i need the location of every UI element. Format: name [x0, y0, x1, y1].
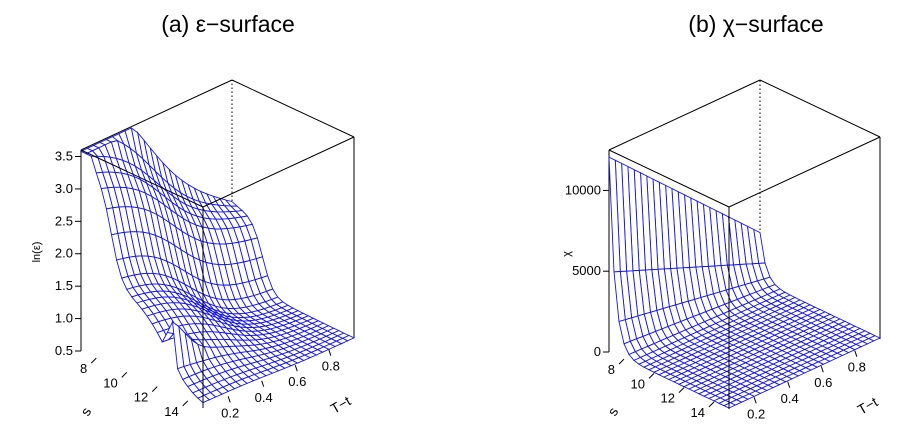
box-edge — [202, 136, 355, 208]
t-tick-label: 0.2 — [747, 406, 765, 421]
box-edge — [608, 79, 761, 151]
t-tick-mark — [261, 380, 265, 387]
panel-a-s-axis-label: s — [77, 404, 94, 418]
t-tick-label: 0.4 — [781, 391, 799, 406]
box-edge — [759, 79, 881, 138]
box-edge — [608, 149, 730, 208]
panel-b-box-front — [608, 136, 881, 409]
s-tick-mark — [182, 400, 189, 407]
t-tick-label: 0.6 — [814, 375, 832, 390]
z-tick-label: 0 — [594, 344, 601, 359]
s-tick-label: 8 — [80, 361, 87, 376]
s-tick-label: 12 — [661, 391, 675, 406]
box-edge — [80, 149, 204, 208]
panel-b-surface-mesh — [608, 156, 882, 409]
box-edge — [231, 79, 355, 138]
s-tick-mark — [121, 372, 128, 378]
panel-b-s-axis-label: s — [604, 404, 621, 418]
panel-a-epsilon-surface: (a) ε−surface 0.5 1.0 1.5 2.0 2.5 3.0 3.5 8 10 12… — [31, 11, 356, 420]
box-edge — [80, 79, 233, 151]
panel-a-t-axis-label: T−t — [328, 393, 354, 417]
z-tick-label: 1.0 — [55, 311, 73, 326]
t-tick-mark — [787, 381, 791, 388]
panel-a-z-axis-label: ln(ε) — [31, 242, 43, 263]
z-tick-label: 3.5 — [55, 148, 73, 163]
t-tick-mark — [854, 350, 858, 357]
t-tick-mark — [294, 365, 298, 372]
s-tick-label: 8 — [608, 362, 615, 377]
z-tick-label: 2.5 — [55, 213, 73, 228]
t-tick-label: 0.6 — [288, 374, 306, 389]
panel-a-box-back — [80, 79, 355, 351]
z-tick-label: 2.0 — [55, 246, 73, 261]
t-tick-mark — [753, 397, 757, 404]
z-tick-label: 1.5 — [55, 278, 73, 293]
surface-facet — [197, 394, 211, 404]
panel-b-chi-surface: (b) χ−surface 0 5000 10000 8 10 12 14 0.2 0.4 0.6… — [561, 11, 882, 421]
panel-a-surface-mesh — [79, 126, 356, 404]
panel-b-z-axis-label: χ — [561, 251, 573, 257]
t-tick-label: 0.4 — [255, 390, 273, 405]
s-tick-mark — [648, 373, 655, 379]
t-tick-mark — [820, 366, 824, 373]
s-tick-mark — [151, 386, 158, 392]
panel-b-ticks: 0 5000 10000 8 10 12 14 0.2 0.4 0.6 0.8 — [565, 182, 866, 421]
panel-b-box-back — [608, 79, 881, 352]
s-tick-label: 14 — [691, 405, 705, 420]
s-tick-label: 10 — [631, 376, 645, 391]
box-edge — [728, 136, 881, 208]
panel-a-ticks: 0.5 1.0 1.5 2.0 2.5 3.0 3.5 8 10 12 14 0.2 0.4 0.6 0.8 — [55, 148, 340, 420]
s-tick-mark — [90, 357, 97, 364]
s-tick-label: 14 — [164, 404, 178, 419]
s-tick-label: 12 — [134, 390, 148, 405]
t-tick-label: 0.8 — [322, 359, 340, 374]
panel-a-title: (a) ε−surface — [161, 11, 295, 37]
s-tick-label: 10 — [103, 375, 117, 390]
s-tick-mark — [678, 387, 685, 393]
panel-b-title: (b) χ−surface — [688, 11, 823, 37]
surface-facet — [722, 402, 737, 409]
t-tick-mark — [227, 396, 231, 403]
s-tick-mark — [708, 401, 715, 408]
panel-a-box-front — [80, 136, 355, 408]
t-tick-label: 0.2 — [221, 405, 239, 420]
z-tick-label: 3.0 — [55, 181, 73, 196]
t-tick-label: 0.8 — [848, 360, 866, 375]
s-tick-mark — [618, 358, 625, 365]
t-tick-mark — [328, 349, 332, 356]
panel-b-t-axis-label: T−t — [855, 394, 881, 418]
z-tick-label: 10000 — [565, 182, 601, 197]
z-tick-label: 5000 — [572, 263, 601, 278]
z-tick-label: 0.5 — [55, 343, 73, 358]
